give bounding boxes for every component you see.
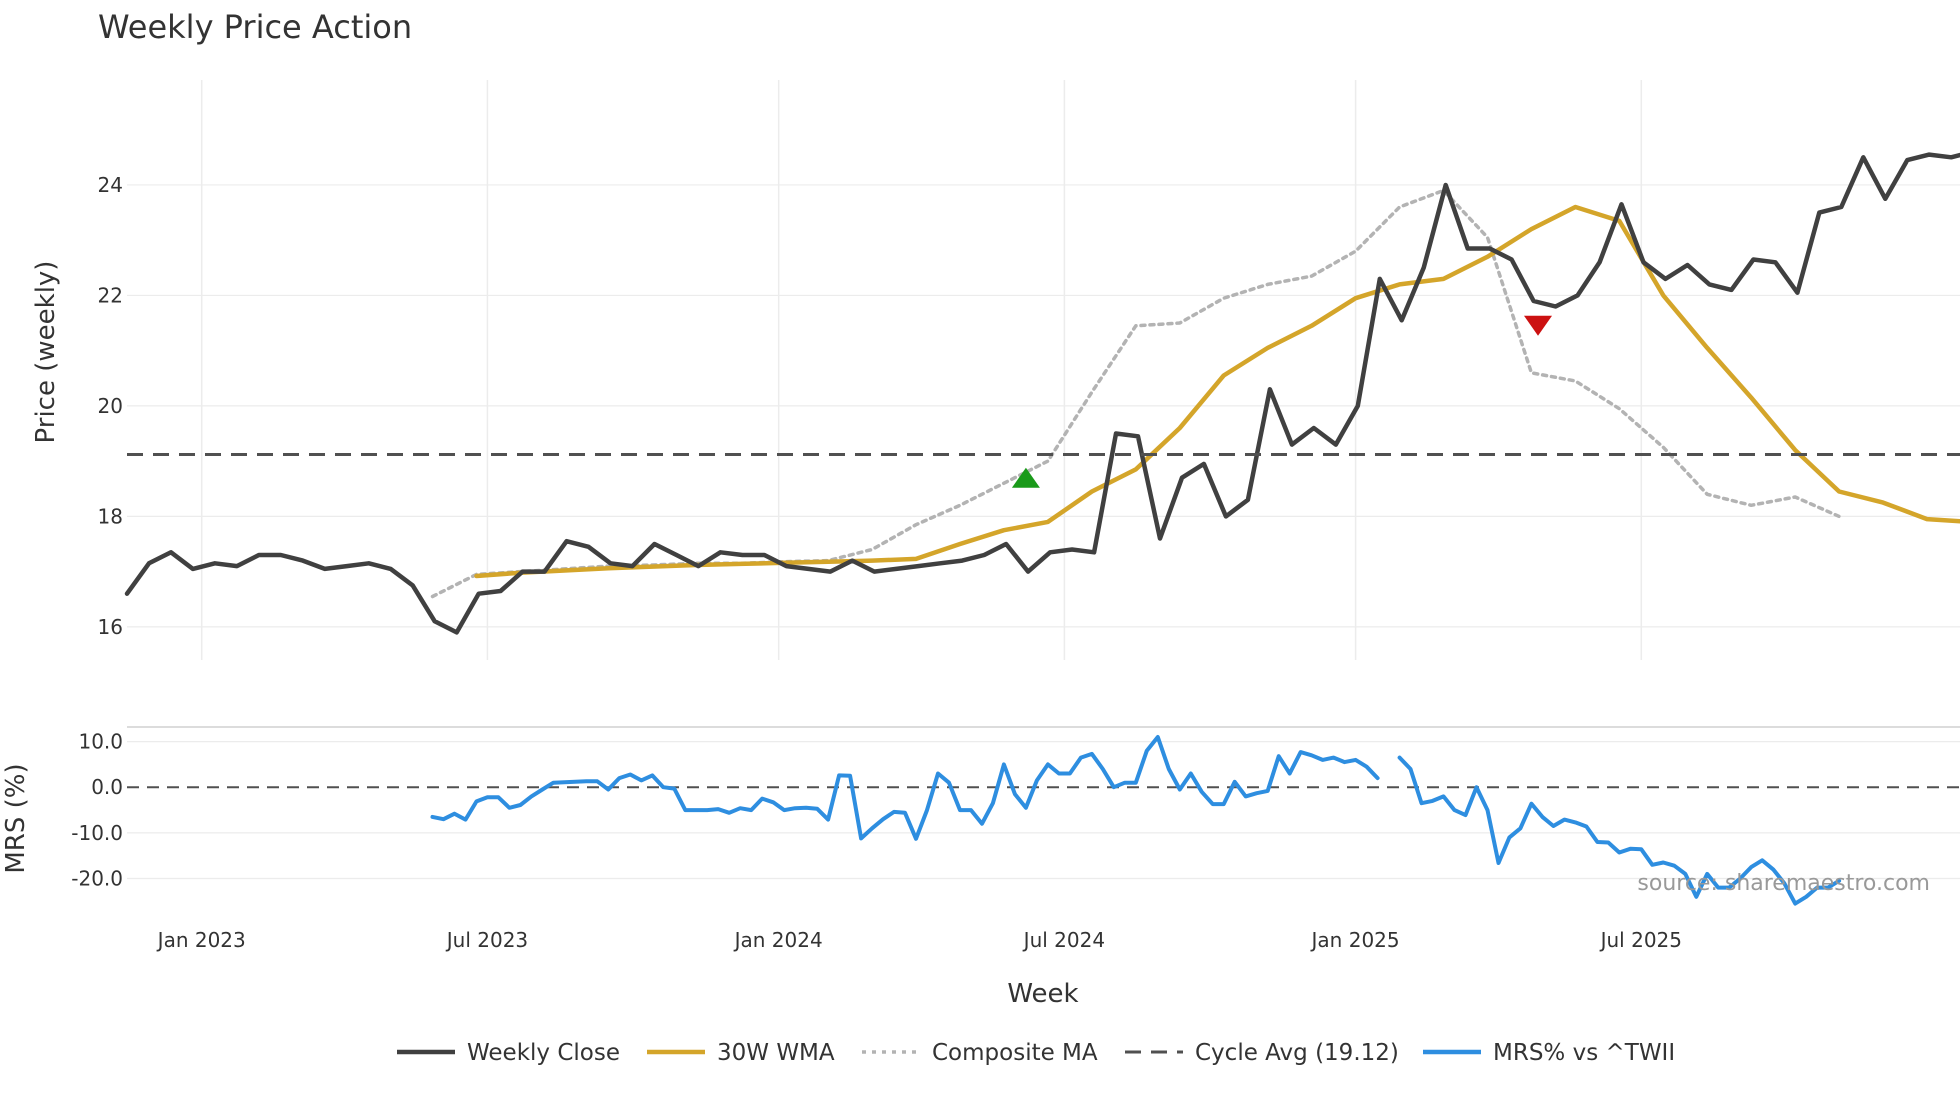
mrs-y-ticks: 10.0 0.0 -10.0 -20.0 (71, 730, 123, 891)
x-tick-label: Jul 2023 (445, 928, 528, 952)
price-y-axis-title: Price (weekly) (31, 261, 61, 444)
x-axis-title: Week (1007, 979, 1078, 1009)
x-tick-label: Jan 2023 (156, 928, 246, 952)
series-wma-line (474, 204, 1960, 579)
series-close-line (124, 152, 1960, 635)
legend: Weekly Close 30W WMA Composite MA Cycle Avg… (397, 1040, 1675, 1066)
legend-label-mrs: MRS% vs ^TWII (1493, 1040, 1675, 1066)
x-tick-label: Jan 2024 (733, 928, 823, 952)
mrs-grid (127, 726, 1960, 880)
legend-label-cycle: Cycle Avg (19.12) (1195, 1040, 1399, 1066)
mrs-y-tick-label: -20.0 (71, 867, 123, 891)
signal-markers (1011, 315, 1553, 488)
legend-item-mrs: MRS% vs ^TWII (1423, 1040, 1675, 1066)
mrs-series (430, 735, 1842, 906)
legend-label-wma: 30W WMA (717, 1040, 835, 1066)
price-y-ticks: 16 18 20 22 24 (98, 173, 123, 639)
source-note: source: sharemaestro.com (1637, 871, 1930, 896)
x-tick-label: Jul 2024 (1022, 928, 1105, 952)
price-grid (127, 80, 1960, 660)
legend-item-wma: 30W WMA (647, 1040, 835, 1066)
price-y-tick-label: 18 (98, 504, 123, 528)
mrs-y-tick-label: 0.0 (91, 775, 123, 799)
price-y-tick-label: 22 (98, 283, 123, 307)
x-tick-label: Jan 2025 (1310, 928, 1400, 952)
mrs-y-tick-label: 10.0 (78, 730, 123, 754)
buy-signal-marker (1011, 467, 1040, 488)
sell-signal-marker (1524, 315, 1553, 336)
price-panel: 16 18 20 22 24 (98, 80, 1960, 660)
price-y-tick-label: 24 (98, 173, 123, 197)
chart-title: Weekly Price Action (98, 8, 412, 46)
legend-item-cycle: Cycle Avg (19.12) (1125, 1040, 1399, 1066)
x-tick-label: Jul 2025 (1599, 928, 1682, 952)
price-y-tick-label: 16 (98, 615, 123, 639)
series-mrs-line (430, 735, 1842, 906)
mrs-y-tick-label: -10.0 (71, 821, 123, 845)
legend-item-composite: Composite MA (862, 1040, 1098, 1066)
price-series (124, 152, 1960, 635)
legend-label-close: Weekly Close (467, 1040, 620, 1066)
mrs-y-axis-title: MRS (%) (1, 763, 31, 873)
price-y-tick-label: 20 (98, 394, 123, 418)
series-composite-line (430, 188, 1841, 599)
legend-item-close: Weekly Close (397, 1040, 620, 1066)
x-axis-ticks: Jan 2023 Jul 2023 Jan 2024 Jul 2024 Jan 2025… (156, 928, 1682, 952)
legend-label-composite: Composite MA (932, 1040, 1098, 1066)
mrs-panel: 10.0 0.0 -10.0 -20.0 (71, 726, 1960, 906)
